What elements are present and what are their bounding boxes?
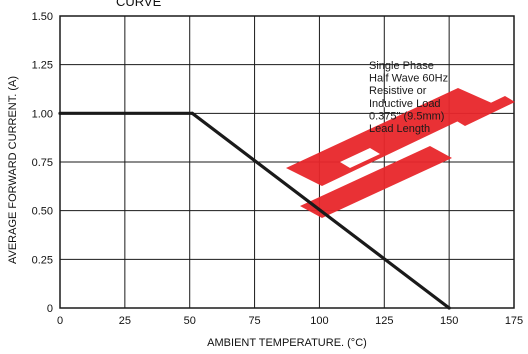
note-line: Half Wave 60Hz xyxy=(369,73,448,85)
x-tick-label: 175 xyxy=(505,315,523,327)
note-line: 0.375" (9.5mm) xyxy=(369,110,444,122)
curve-point xyxy=(447,306,451,310)
y-tick-label: 1.00 xyxy=(32,108,53,120)
x-tick-labels: 0 25 50 75 100 125 150 175 xyxy=(57,315,523,327)
x-tick-label: 125 xyxy=(375,315,393,327)
curve-point xyxy=(58,111,62,115)
x-tick-label: 25 xyxy=(119,315,131,327)
y-tick-label: 0.50 xyxy=(32,206,53,218)
y-tick-label: 0.25 xyxy=(32,254,53,266)
y-tick-labels: 0 0.25 0.50 0.75 1.00 1.25 1.50 xyxy=(32,11,53,315)
x-tick-label: 50 xyxy=(184,315,196,327)
x-tick-label: 0 xyxy=(57,315,63,327)
note-line: Single Phase xyxy=(369,60,434,72)
note-line: Lead Length xyxy=(369,123,430,135)
y-tick-label: 0.75 xyxy=(32,157,53,169)
grid xyxy=(59,15,515,309)
watermark-logo xyxy=(286,88,515,218)
x-axis-label: AMBIENT TEMPERATURE. (°C) xyxy=(207,337,367,349)
x-tick-label: 100 xyxy=(310,315,328,327)
series-layer xyxy=(58,111,451,310)
y-tick-label: 1.50 xyxy=(32,11,53,23)
y-axis-label: AVERAGE FORWARD CURRENT. (A) xyxy=(7,76,19,264)
x-tick-label: 150 xyxy=(440,315,458,327)
note-line: Inductive Load xyxy=(369,98,441,110)
chart-title-fragment: CURVE xyxy=(116,0,162,9)
plot-frame xyxy=(59,15,515,309)
y-tick-label: 0 xyxy=(47,303,53,315)
curve-point xyxy=(190,111,194,115)
note-line: Resistive or xyxy=(369,85,427,97)
y-tick-label: 1.25 xyxy=(32,60,53,72)
x-tick-label: 75 xyxy=(248,315,260,327)
